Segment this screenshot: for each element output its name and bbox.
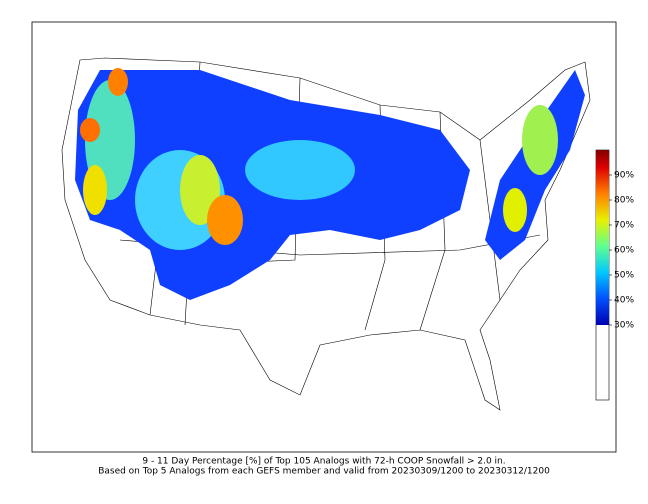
caption-line: Based on Top 5 Analogs from each GEFS me…	[98, 467, 550, 477]
snow-probability-field	[75, 68, 585, 300]
colorbar-tick-label: 30%	[614, 321, 634, 331]
colorbar-tick-label: 50%	[614, 271, 634, 281]
colorbar-tick-label: 80%	[614, 196, 634, 206]
colorbar-tick-label: 70%	[614, 221, 634, 231]
colorbar: 90% 80% 70% 60% 50% 40% 30%	[596, 150, 634, 331]
colorbar-fill	[596, 150, 609, 325]
colorbar-tick-label: 40%	[614, 296, 634, 306]
caption-line: 9 - 11 Day Percentage [%] of Top 105 Ana…	[142, 457, 505, 467]
caption: 9 - 11 Day Percentage [%] of Top 105 Ana…	[98, 457, 550, 477]
colorbar-tick-label: 60%	[614, 246, 634, 256]
colorbar-tick-label: 90%	[614, 171, 634, 181]
